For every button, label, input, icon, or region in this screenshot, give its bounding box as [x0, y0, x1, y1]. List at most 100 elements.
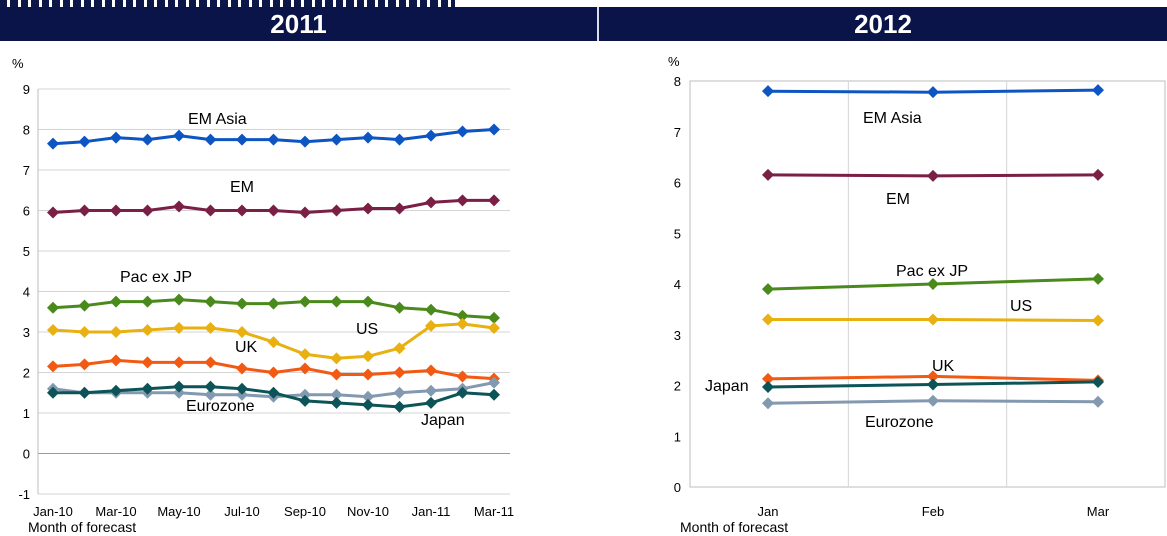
series-label-pac-ex-jp-2012: Pac ex JP [896, 263, 968, 280]
data-point-us-2011 [173, 321, 185, 334]
y-tick-label-2012: 8 [674, 74, 681, 89]
data-point-eurozone-2011 [204, 388, 217, 401]
data-point-eurozone-2011 [299, 388, 311, 401]
series-label-em-2011: EM [230, 179, 254, 196]
data-point-us-2011 [236, 326, 248, 338]
data-point-pac-ex-jp-2011 [204, 295, 217, 308]
axis-unit-2012: % [668, 54, 680, 69]
data-point-pac-ex-jp-2011 [110, 295, 122, 308]
series-label-us-2012: US [1010, 298, 1032, 315]
data-point-japan-2011 [488, 388, 500, 401]
data-point-us-2012 [1092, 314, 1104, 327]
data-point-uk-2011 [110, 354, 122, 367]
data-point-uk-2011 [456, 370, 469, 383]
data-point-em-2011 [362, 202, 374, 215]
y-tick-label-2011: 8 [23, 123, 30, 138]
data-point-em-asia-2011 [330, 133, 343, 146]
axis-unit-2011: % [12, 56, 24, 71]
data-point-em-asia-2011 [78, 135, 91, 148]
data-point-uk-2011 [78, 358, 91, 371]
x-tick-label-2011: Mar-11 [474, 504, 514, 519]
data-point-em-2011 [488, 194, 500, 207]
data-point-eurozone-2011 [488, 376, 500, 389]
data-point-us-2011 [330, 352, 343, 365]
data-point-eurozone-2011 [236, 388, 248, 401]
y-tick-label-2011: 1 [23, 406, 30, 421]
data-point-pac-ex-jp-2011 [299, 295, 311, 308]
data-point-pac-ex-jp-2012 [762, 283, 774, 296]
x-tick-label-2012: Feb [922, 504, 944, 519]
data-point-em-2011 [47, 206, 59, 219]
data-point-us-2011 [78, 326, 91, 338]
data-point-em-2012 [927, 169, 939, 182]
y-tick-label-2012: 2 [674, 379, 681, 394]
data-point-japan-2011 [204, 380, 217, 393]
series-label-uk-2012: UK [932, 358, 955, 375]
data-point-japan-2012 [762, 381, 774, 394]
x-tick-label-2012: Mar [1087, 504, 1110, 519]
series-label-us-2011: US [356, 321, 378, 338]
data-point-japan-2011 [267, 386, 280, 399]
data-point-em-asia-2011 [393, 133, 406, 146]
series-label-uk-2011: UK [235, 339, 258, 356]
data-point-em-asia-2011 [456, 125, 469, 138]
data-point-em-asia-2011 [362, 131, 374, 144]
data-point-uk-2011 [47, 360, 59, 373]
data-point-uk-2011 [267, 366, 280, 379]
data-point-pac-ex-jp-2011 [267, 297, 280, 310]
data-point-em-asia-2011 [204, 133, 217, 146]
data-point-uk-2011 [204, 356, 217, 369]
data-point-japan-2011 [362, 398, 374, 411]
data-point-eurozone-2011 [173, 386, 185, 399]
data-point-eurozone-2012 [1092, 395, 1104, 408]
data-point-uk-2011 [236, 362, 248, 375]
data-point-japan-2011 [330, 396, 343, 409]
data-point-em-2011 [78, 204, 91, 217]
x-tick-label-2011: Jul-10 [224, 504, 259, 519]
y-tick-label-2011: 2 [23, 366, 30, 381]
series-label-em-asia-2011: EM Asia [188, 111, 247, 128]
data-point-us-2011 [204, 321, 217, 334]
data-point-eurozone-2011 [425, 384, 437, 397]
data-point-em-asia-2012 [762, 85, 774, 98]
data-point-pac-ex-jp-2011 [173, 293, 185, 306]
data-point-pac-ex-jp-2011 [236, 297, 248, 310]
data-point-pac-ex-jp-2012 [1092, 272, 1104, 285]
y-tick-label-2012: 3 [674, 328, 681, 343]
data-point-em-2011 [299, 206, 311, 219]
data-point-em-2011 [141, 204, 154, 217]
data-point-em-asia-2011 [425, 129, 437, 142]
y-tick-label-2011: 0 [23, 447, 30, 462]
y-tick-label-2012: 4 [674, 277, 681, 292]
y-tick-label-2011: 6 [23, 204, 30, 219]
data-point-japan-2011 [393, 400, 406, 413]
data-point-em-asia-2011 [488, 123, 500, 136]
data-point-uk-2012 [762, 372, 774, 385]
data-point-eurozone-2012 [927, 394, 939, 407]
data-point-em-asia-2011 [141, 133, 154, 146]
cropped-title-fragment [0, 0, 470, 7]
data-point-japan-2012 [927, 378, 939, 391]
y-tick-label-2011: 9 [23, 82, 30, 97]
x-tick-label-2011: Mar-10 [95, 504, 136, 519]
data-point-eurozone-2012 [762, 397, 774, 410]
data-point-uk-2011 [141, 356, 154, 369]
data-point-em-asia-2011 [173, 129, 185, 142]
data-point-japan-2011 [78, 386, 91, 399]
data-point-japan-2011 [47, 386, 59, 399]
data-point-eurozone-2011 [362, 390, 374, 403]
data-point-japan-2011 [299, 394, 311, 407]
data-point-pac-ex-jp-2011 [78, 299, 91, 312]
data-point-em-2011 [393, 202, 406, 215]
data-point-us-2011 [110, 326, 122, 338]
data-point-us-2012 [927, 313, 939, 326]
x-axis-title-2011: Month of forecast [28, 519, 136, 535]
data-point-pac-ex-jp-2011 [47, 301, 59, 314]
header-divider [597, 7, 599, 41]
plot-frame-2012 [689, 80, 1166, 488]
data-point-em-2011 [456, 194, 469, 207]
data-point-uk-2011 [425, 364, 437, 377]
series-label-em-2012: EM [886, 191, 910, 208]
data-point-uk-2011 [362, 368, 374, 381]
